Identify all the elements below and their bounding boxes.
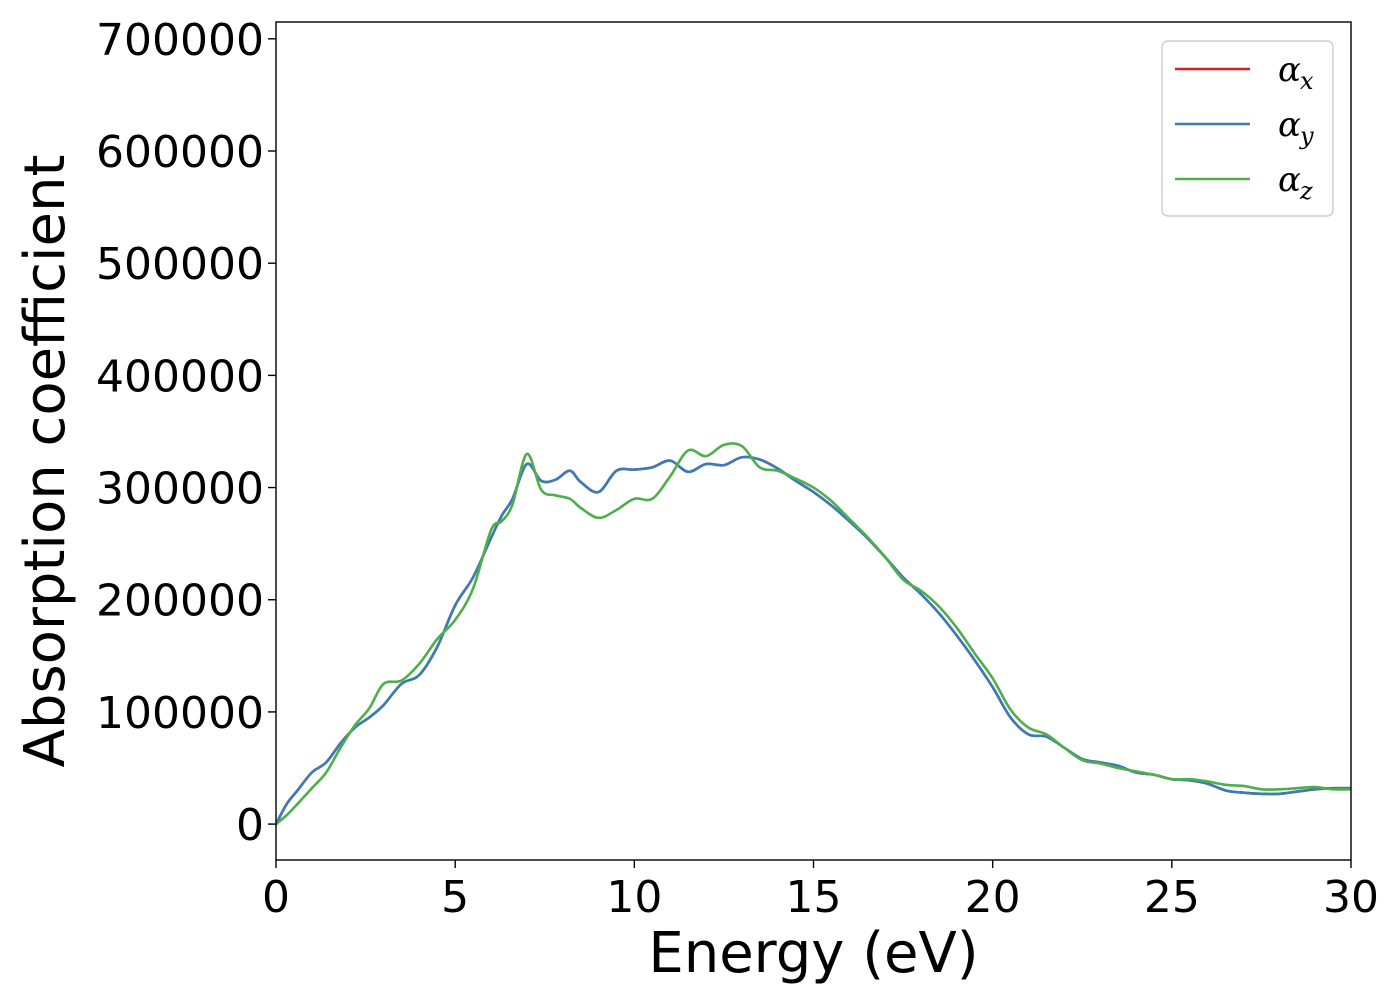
legend-subscript-x: x — [1300, 67, 1314, 95]
x-tick-label: 5 — [441, 872, 469, 923]
y-tick-label: 300000 — [96, 464, 264, 515]
x-tick-label: 15 — [786, 872, 842, 923]
legend-label-z: α — [1278, 160, 1301, 200]
y-tick-label: 600000 — [96, 127, 264, 178]
y-axis-title: Absorption coefficient — [13, 155, 78, 768]
legend-subscript-y: y — [1299, 122, 1314, 150]
legend-label-y: α — [1278, 105, 1301, 145]
x-tick-label: 10 — [606, 872, 662, 923]
y-tick-label: 500000 — [96, 239, 264, 290]
y-tick-label: 0 — [236, 800, 264, 851]
x-tick-label: 30 — [1323, 872, 1379, 923]
series-line-z — [276, 442, 1351, 826]
y-tick-label: 400000 — [96, 351, 264, 402]
legend-subscript-z: z — [1299, 177, 1313, 205]
x-tick-label: 20 — [965, 872, 1021, 923]
x-tick-label: 25 — [1144, 872, 1200, 923]
legend: α xα yα z — [1161, 40, 1334, 217]
y-tick-label: 100000 — [96, 688, 264, 739]
y-tick-label: 200000 — [96, 576, 264, 627]
x-tick-label: 0 — [262, 872, 290, 923]
series-lines — [276, 442, 1351, 826]
y-tick-label: 700000 — [96, 15, 264, 66]
x-axis-title: Energy (eV) — [648, 921, 978, 986]
legend-box — [1161, 40, 1334, 217]
legend-label-x: α — [1278, 50, 1301, 90]
axis-ticks: 0 5 10 15 20 25 30 0 100000 200000 300000 400000 500… — [96, 15, 1379, 923]
